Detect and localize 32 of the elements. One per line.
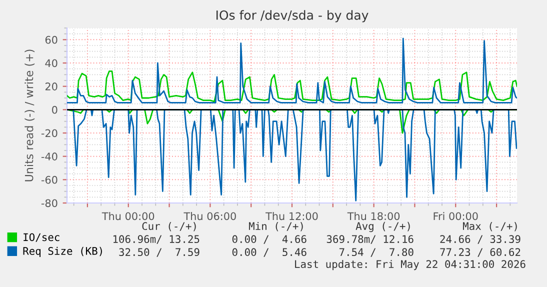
legend-label: IO/sec xyxy=(24,233,60,242)
y-tick-label: -40 xyxy=(41,152,58,160)
y-tick-label: 40 xyxy=(45,59,58,68)
y-tick-label: 20 xyxy=(45,82,58,90)
y-tick-label: -20 xyxy=(41,129,58,138)
x-tick-label: Thu 12:00 xyxy=(266,212,318,220)
text: Cur (-/+) xyxy=(142,222,196,232)
line-series xyxy=(67,38,517,104)
line-series xyxy=(67,70,517,102)
text: Min (-/+) xyxy=(248,222,303,232)
text: 0.00 / 4.66 xyxy=(232,235,306,244)
text: Max (-/+) xyxy=(462,222,517,232)
text: 0.00 / 5.46 xyxy=(232,248,306,257)
text: 7.54 / 7.80 xyxy=(339,248,414,257)
x-tick-label: Thu 18:00 xyxy=(347,212,400,220)
y-axis-title: Units read (-) / write (+) xyxy=(24,50,35,182)
y-tick-label: -80 xyxy=(41,199,58,208)
legend-label: Req Size (KB) xyxy=(23,246,102,257)
text: Avg (-/+) xyxy=(356,222,410,232)
text: 106.96m/ 13.25 xyxy=(113,235,200,244)
text: 369.78m/ 12.16 xyxy=(326,235,414,244)
chart-title: IOs for /dev/sda - by day xyxy=(216,10,368,22)
x-tick-label: Thu 00:00 xyxy=(102,212,154,220)
text: 24.66 / 33.39 xyxy=(440,235,520,244)
x-tick-label: Thu 06:00 xyxy=(184,212,236,220)
text: 77.23 / 60.62 xyxy=(440,248,520,257)
text: 32.50 / 7.59 xyxy=(119,248,200,257)
text: Last update: Fri May 22 04:31:00 2026 xyxy=(295,260,526,270)
y-tick-label: 0 xyxy=(52,106,58,114)
y-tick-label: -60 xyxy=(41,176,58,184)
y-tick-label: 60 xyxy=(45,36,58,44)
x-tick-label: Fri 00:00 xyxy=(434,212,478,220)
